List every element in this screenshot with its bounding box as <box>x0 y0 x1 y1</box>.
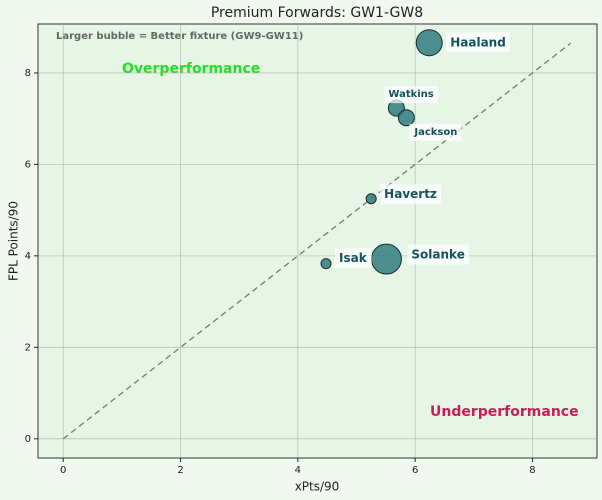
bubble <box>415 29 443 57</box>
chart-title: Premium Forwards: GW1-GW8 <box>211 5 423 21</box>
label-box <box>380 184 441 205</box>
x-axis-label: xPts/90 <box>295 480 340 494</box>
overperformance-label: Overperformance <box>122 61 260 77</box>
y-tick-label: 8 <box>25 68 31 79</box>
bubble <box>365 193 377 205</box>
note: Larger bubble = Better fixture (GW9-GW11… <box>56 31 303 42</box>
bubble-label: Isak <box>339 251 368 265</box>
x-tick-label: 8 <box>529 465 535 476</box>
underperformance-label: Underperformance <box>430 404 579 420</box>
label-box <box>446 32 510 53</box>
bubble-label: Watkins <box>388 89 433 100</box>
bubble-label: Havertz <box>384 187 437 201</box>
x-tick-label: 4 <box>295 465 301 476</box>
label-box <box>409 123 462 141</box>
x-tick-label: 6 <box>412 465 418 476</box>
bubble <box>370 243 402 275</box>
y-tick-label: 2 <box>25 342 31 353</box>
y-tick-label: 6 <box>25 159 31 170</box>
label-box <box>407 244 469 265</box>
bubble-label: Haaland <box>450 35 506 49</box>
bubble-label: Jackson <box>413 127 457 138</box>
x-tick-label: 0 <box>60 465 66 476</box>
y-axis-label: FPL Points/90 <box>7 201 21 281</box>
diagonal-line <box>62 42 572 440</box>
bubble-label: Solanke <box>411 248 464 262</box>
label-box <box>384 86 438 104</box>
x-tick-label: 2 <box>177 465 183 476</box>
y-tick-label: 0 <box>25 434 31 445</box>
bubble <box>397 109 415 127</box>
bubble <box>320 258 332 270</box>
label-box <box>335 248 372 269</box>
y-tick-label: 4 <box>25 251 31 262</box>
